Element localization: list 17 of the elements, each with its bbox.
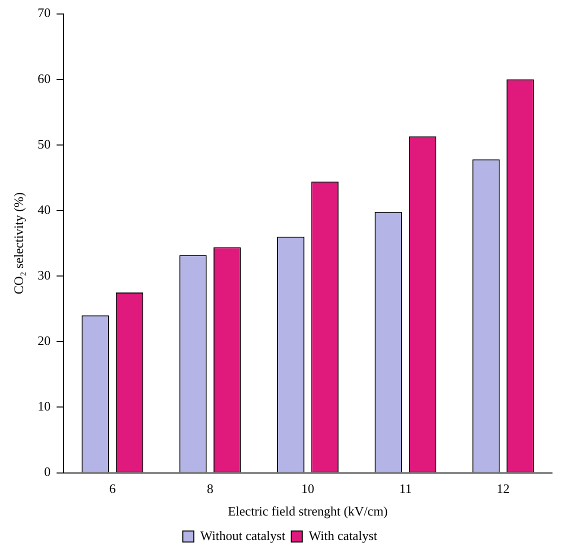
x-axis-title: Electric field strenght (kV/cm) (228, 504, 388, 519)
x-tick-label: 10 (301, 481, 314, 496)
x-tick-label: 6 (109, 481, 116, 496)
y-tick-label: 50 (38, 136, 51, 152)
y-axis-title: CO₂ selectivity (%) (11, 192, 26, 294)
legend-label: Without catalyst (200, 528, 286, 543)
y-tick-label: 60 (38, 70, 51, 86)
y-tick-label: 20 (38, 333, 51, 348)
y-tick-label: 70 (38, 5, 51, 20)
y-tick-label: 30 (38, 268, 51, 283)
x-tick-label: 11 (399, 481, 412, 496)
x-tick-label: 12 (496, 481, 510, 496)
y-tick-label: 10 (38, 398, 51, 414)
legend-label: With catalyst (308, 528, 378, 543)
y-tick-label: 0 (44, 464, 51, 480)
x-tick-label: 8 (206, 481, 214, 496)
y-tick-label: 40 (38, 202, 51, 217)
